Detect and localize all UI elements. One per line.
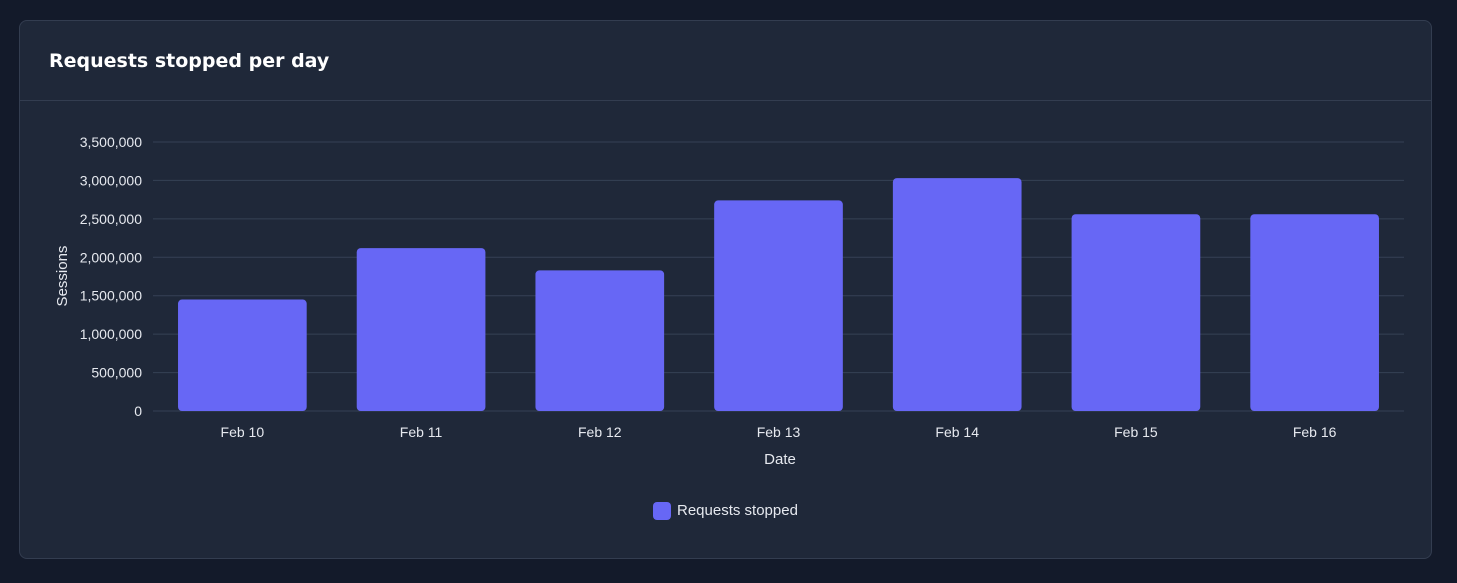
x-tick-label: Feb 13 xyxy=(757,424,801,440)
legend[interactable]: Requests stopped xyxy=(653,502,798,520)
y-tick-label: 2,500,000 xyxy=(80,211,142,227)
legend-swatch xyxy=(653,502,671,520)
bar[interactable] xyxy=(892,178,1022,411)
x-tick-label: Feb 12 xyxy=(578,424,622,440)
x-tick-label: Feb 11 xyxy=(400,424,443,440)
y-tick-label: 500,000 xyxy=(91,365,142,381)
card-header: Requests stopped per day xyxy=(20,21,1431,101)
x-tick-label: Feb 10 xyxy=(221,424,265,440)
y-tick-label: 3,500,000 xyxy=(80,134,142,150)
y-axis-ticks: 0 500,000 1,000,000 1,500,000 2,000,000 2,500… xyxy=(80,134,143,419)
bar[interactable] xyxy=(714,200,843,411)
legend-label: Requests stopped xyxy=(677,502,798,519)
bars xyxy=(178,178,1379,411)
bar[interactable] xyxy=(1071,214,1201,411)
y-tick-label: 1,500,000 xyxy=(80,288,142,304)
y-tick-label: 0 xyxy=(134,403,142,419)
y-tick-label: 2,000,000 xyxy=(80,249,142,265)
y-axis-title: Sessions xyxy=(54,246,71,307)
y-tick-label: 3,000,000 xyxy=(80,172,142,188)
bar[interactable] xyxy=(535,270,665,411)
bar[interactable] xyxy=(356,248,486,411)
bar[interactable] xyxy=(178,299,307,411)
x-axis-title: Date xyxy=(764,451,796,468)
x-tick-label: Feb 16 xyxy=(1293,424,1337,440)
x-tick-label: Feb 15 xyxy=(1114,424,1158,440)
card-title: Requests stopped per day xyxy=(49,49,330,72)
bar[interactable] xyxy=(1250,214,1379,411)
y-tick-label: 1,000,000 xyxy=(80,326,142,342)
x-tick-label: Feb 14 xyxy=(935,424,979,440)
x-axis-ticks: Feb 10 Feb 11 Feb 12 Feb 13 Feb 14 Feb 15 Feb … xyxy=(221,424,1337,440)
